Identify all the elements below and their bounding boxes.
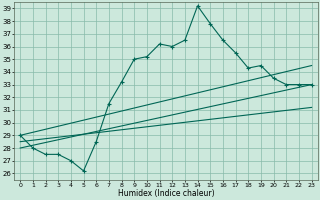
- X-axis label: Humidex (Indice chaleur): Humidex (Indice chaleur): [117, 189, 214, 198]
